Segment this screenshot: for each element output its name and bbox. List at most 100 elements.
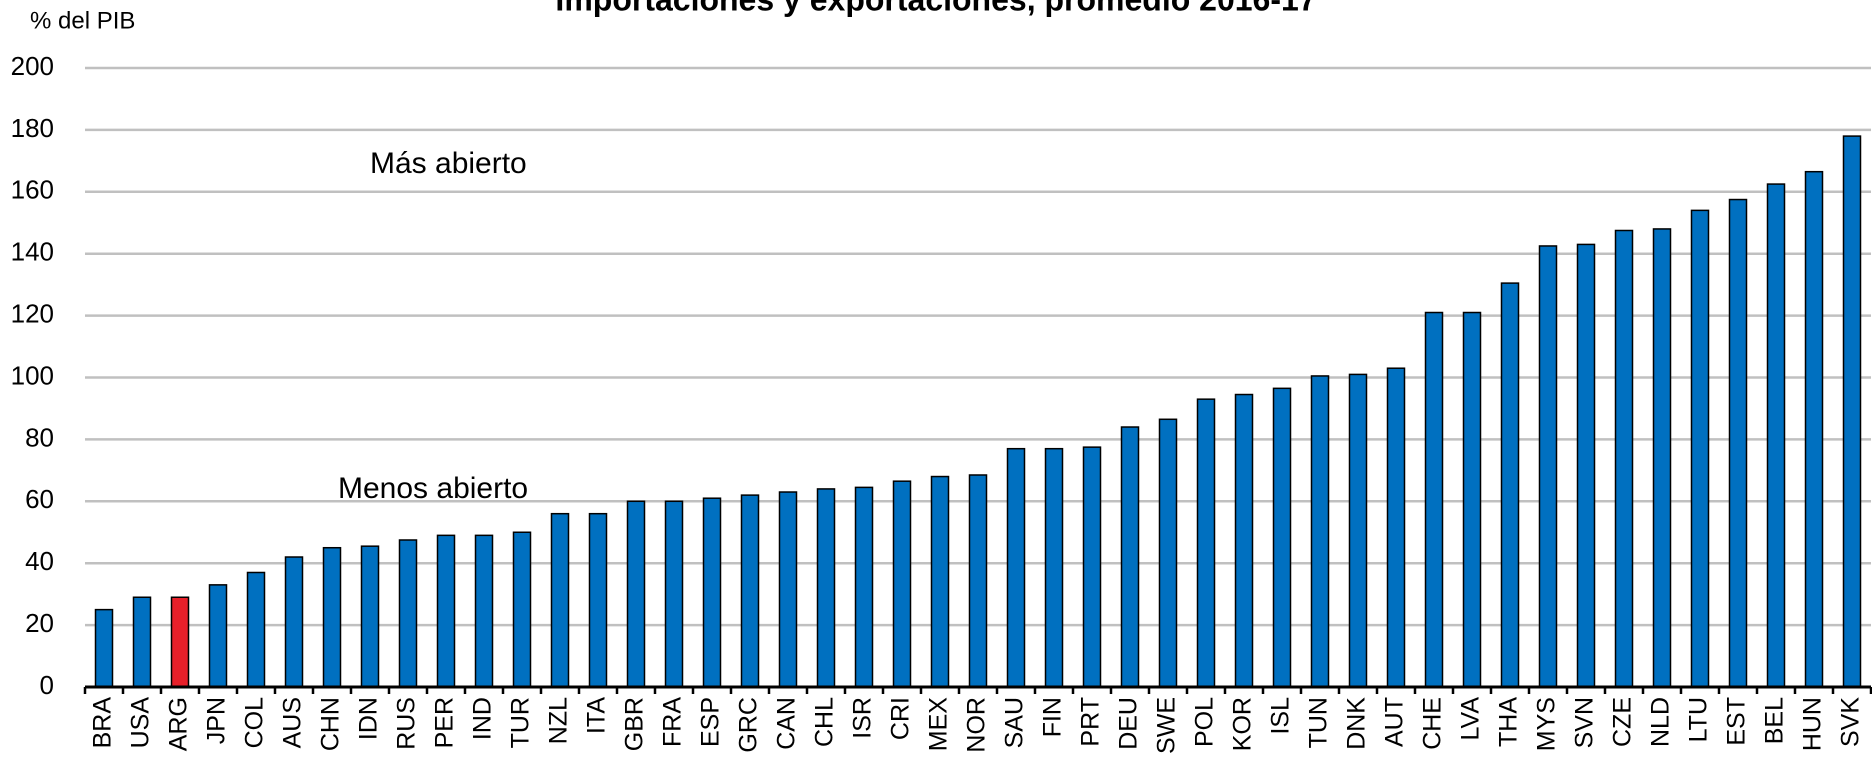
x-tick-label: DNK bbox=[1343, 697, 1371, 750]
x-tick-label: GRC bbox=[735, 697, 763, 753]
bar bbox=[1234, 393, 1254, 688]
bar bbox=[550, 512, 570, 688]
x-tick-label: IND bbox=[469, 697, 497, 740]
bar bbox=[1462, 311, 1482, 688]
bar bbox=[930, 475, 950, 688]
x-tick-label: BEL bbox=[1761, 697, 1789, 744]
bar bbox=[626, 500, 646, 688]
x-tick-label: TUR bbox=[507, 697, 535, 748]
x-tick-label: HUN bbox=[1799, 697, 1827, 751]
bar bbox=[1652, 228, 1672, 688]
x-tick-label: CHL bbox=[811, 697, 839, 747]
x-tick-label: ISL bbox=[1267, 697, 1295, 735]
x-tick-label: CHN bbox=[317, 697, 345, 751]
bar bbox=[1044, 447, 1064, 688]
bar bbox=[1310, 375, 1330, 688]
bar bbox=[816, 488, 836, 688]
bar bbox=[474, 534, 494, 688]
x-tick-label: POL bbox=[1191, 697, 1219, 747]
x-tick-label: NOR bbox=[963, 697, 991, 753]
x-tick-label: MYS bbox=[1533, 697, 1561, 751]
bar bbox=[170, 596, 190, 688]
y-tick-label: 20 bbox=[25, 608, 54, 638]
bar bbox=[892, 480, 912, 688]
bar bbox=[1500, 282, 1520, 688]
x-tick-label: JPN bbox=[203, 697, 231, 744]
bar bbox=[94, 608, 114, 688]
x-tick-label: MEX bbox=[925, 697, 953, 752]
y-axis-label: % del PIB bbox=[30, 7, 135, 34]
x-tick-label: AUT bbox=[1381, 697, 1409, 747]
x-tick-label: SVN bbox=[1571, 697, 1599, 748]
x-tick-label: LTU bbox=[1685, 697, 1713, 742]
x-tick-label: CHE bbox=[1419, 697, 1447, 750]
bar bbox=[1272, 387, 1292, 688]
x-tick-label: NZL bbox=[545, 697, 573, 744]
bar bbox=[1614, 229, 1634, 688]
x-tick-label: LVA bbox=[1457, 697, 1485, 741]
bar bbox=[588, 512, 608, 688]
x-tick-label: ESP bbox=[697, 697, 725, 747]
x-tick-label: GBR bbox=[621, 697, 649, 751]
x-tick-label: USA bbox=[127, 697, 155, 749]
bar bbox=[1690, 209, 1710, 688]
bar bbox=[360, 545, 380, 688]
x-tick-label: SAU bbox=[1001, 697, 1029, 748]
bar bbox=[778, 491, 798, 688]
y-tick-label: 120 bbox=[11, 298, 54, 328]
x-tick-label: CZE bbox=[1609, 697, 1637, 747]
annotation: Menos abierto bbox=[338, 472, 528, 505]
bar bbox=[1120, 426, 1140, 688]
bar bbox=[1804, 170, 1824, 688]
x-tick-label: SVK bbox=[1837, 697, 1865, 747]
y-tick-label: 160 bbox=[11, 175, 54, 205]
x-tick-label: PER bbox=[431, 697, 459, 748]
bar bbox=[436, 534, 456, 688]
bar bbox=[664, 500, 684, 688]
x-tick-label: BRA bbox=[89, 697, 117, 749]
bar bbox=[1424, 311, 1444, 688]
bar bbox=[854, 486, 874, 688]
y-tick-label: 200 bbox=[11, 51, 54, 81]
y-tick-label: 180 bbox=[11, 113, 54, 143]
bar bbox=[1348, 373, 1368, 688]
bar bbox=[322, 546, 342, 688]
x-tick-label: CRI bbox=[887, 697, 915, 740]
bar bbox=[702, 497, 722, 688]
y-tick-label: 40 bbox=[25, 546, 54, 576]
x-tick-label: CAN bbox=[773, 697, 801, 750]
x-tick-label: ITA bbox=[583, 697, 611, 734]
x-tick-label: FIN bbox=[1039, 697, 1067, 737]
x-tick-label: ISR bbox=[849, 697, 877, 739]
y-tick-label: 100 bbox=[11, 360, 54, 390]
y-tick-label: 0 bbox=[40, 670, 54, 700]
bar bbox=[1386, 367, 1406, 688]
bar bbox=[208, 584, 228, 688]
bar bbox=[740, 494, 760, 688]
bar bbox=[1196, 398, 1216, 688]
bar bbox=[968, 474, 988, 688]
bar bbox=[398, 539, 418, 688]
x-tick-label: RUS bbox=[393, 697, 421, 750]
annotation: Más abierto bbox=[370, 147, 527, 180]
y-tick-label: 140 bbox=[11, 237, 54, 267]
y-tick-label: 60 bbox=[25, 484, 54, 514]
x-tick-label: NLD bbox=[1647, 697, 1675, 747]
bar bbox=[1538, 245, 1558, 688]
bar bbox=[1728, 198, 1748, 688]
bar bbox=[1082, 446, 1102, 688]
chart-title: Importaciones y exportaciones, promedio … bbox=[555, 0, 1316, 17]
bar bbox=[1006, 447, 1026, 688]
bar bbox=[1158, 418, 1178, 688]
x-tick-label: PRT bbox=[1077, 697, 1105, 747]
x-tick-label: TUN bbox=[1305, 697, 1333, 748]
x-tick-label: IDN bbox=[355, 697, 383, 740]
x-tick-label: ARG bbox=[165, 697, 193, 751]
x-tick-label: SWE bbox=[1153, 697, 1181, 754]
x-tick-label: KOR bbox=[1229, 697, 1257, 751]
bar bbox=[1766, 183, 1786, 688]
x-tick-label: COL bbox=[241, 697, 269, 749]
bar bbox=[284, 556, 304, 688]
bar bbox=[512, 531, 532, 688]
